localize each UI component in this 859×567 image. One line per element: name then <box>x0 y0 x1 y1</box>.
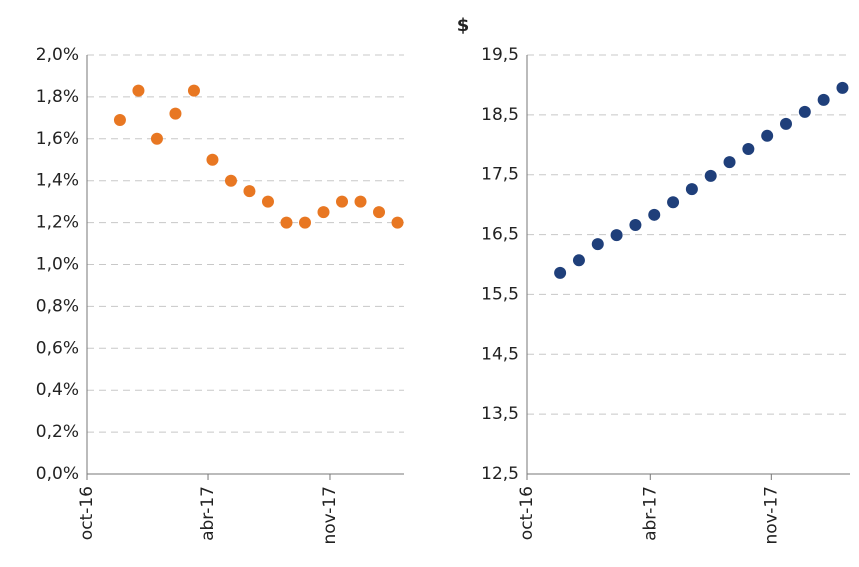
y-axis-label: $ <box>457 15 470 36</box>
y-tick-label: 1,0% <box>36 255 79 275</box>
point <box>243 185 256 198</box>
point <box>373 206 386 219</box>
y-tick-label: 1,4% <box>36 171 79 191</box>
point <box>591 238 604 251</box>
point <box>629 218 642 231</box>
point <box>187 84 200 97</box>
y-tick-label: 1,8% <box>36 87 79 107</box>
y-tick-label: 2,0% <box>36 45 79 65</box>
point <box>836 81 849 94</box>
point <box>261 195 274 208</box>
y-tick-label: 1,6% <box>36 129 79 149</box>
y-tick-label: 18,5 <box>481 105 519 125</box>
y-tick-label: 13,5 <box>481 404 519 424</box>
point <box>742 142 755 155</box>
point <box>336 195 349 208</box>
point <box>817 93 830 106</box>
x-tick-label: abr-17 <box>640 486 660 541</box>
point <box>150 132 163 145</box>
point <box>206 153 219 166</box>
point <box>317 206 330 219</box>
y-tick-label: 19,5 <box>481 45 519 65</box>
y-tick-label: 16,5 <box>481 225 519 245</box>
point <box>648 208 661 221</box>
y-tick-label: 15,5 <box>481 284 519 304</box>
point <box>780 117 793 130</box>
point <box>391 216 404 229</box>
point <box>798 105 811 118</box>
point <box>280 216 293 229</box>
y-tick-label: 0,4% <box>36 380 79 400</box>
x-tick-label: nov-17 <box>761 486 781 545</box>
x-tick-label: oct-16 <box>77 486 97 540</box>
point <box>298 216 311 229</box>
point <box>224 174 237 187</box>
point <box>113 113 126 126</box>
point <box>354 195 367 208</box>
y-tick-label: 14,5 <box>481 344 519 364</box>
x-tick-label: nov-17 <box>320 486 340 545</box>
point <box>704 169 717 182</box>
point <box>667 196 680 209</box>
y-tick-label: 1,2% <box>36 213 79 233</box>
point <box>610 229 623 242</box>
point <box>132 84 145 97</box>
y-tick-label: 17,5 <box>481 165 519 185</box>
point <box>169 107 182 120</box>
point <box>572 254 585 267</box>
y-tick-label: 0,0% <box>36 464 79 484</box>
point <box>761 129 774 142</box>
y-tick-label: 0,2% <box>36 422 79 442</box>
point <box>723 156 736 169</box>
y-tick-label: 12,5 <box>481 464 519 484</box>
point <box>685 183 698 196</box>
x-tick-label: abr-17 <box>198 486 218 541</box>
y-tick-label: 0,6% <box>36 338 79 358</box>
x-tick-label: oct-16 <box>517 486 537 540</box>
point <box>554 266 567 279</box>
y-tick-label: 0,8% <box>36 296 79 316</box>
